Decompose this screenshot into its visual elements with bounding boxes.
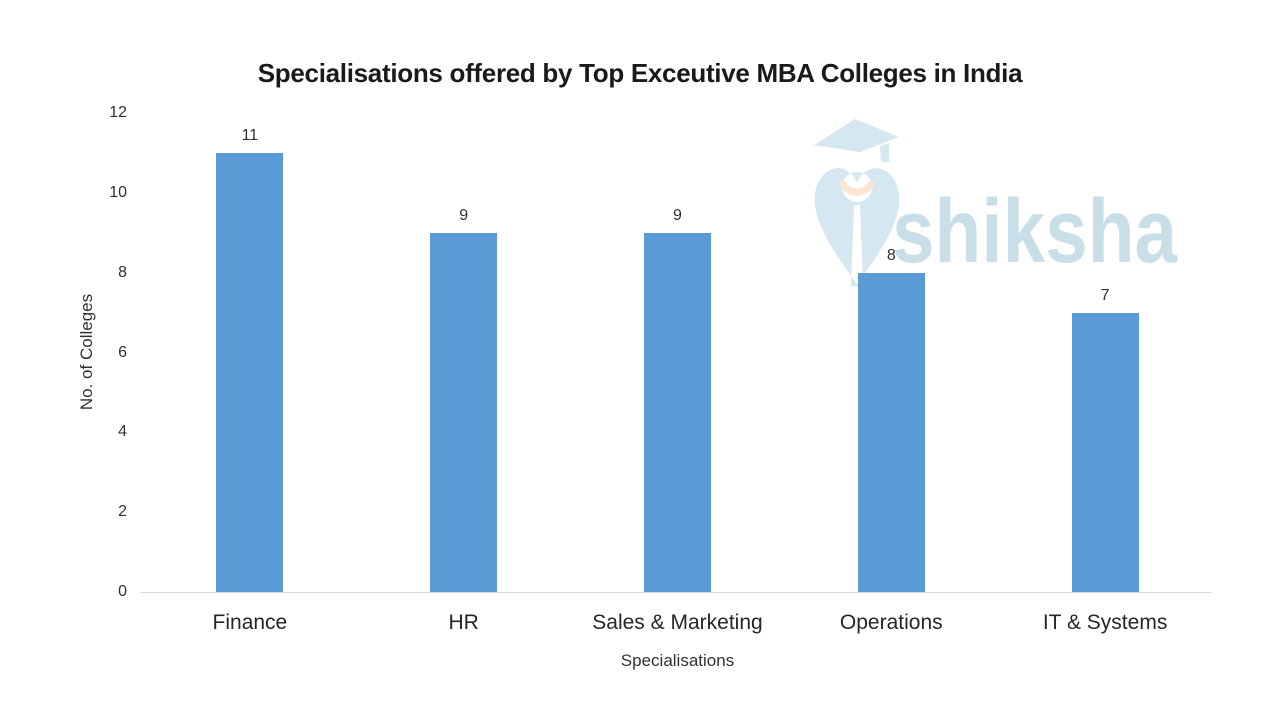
graduation-cap-icon bbox=[814, 119, 899, 162]
y-tick-label: 0 bbox=[118, 583, 127, 600]
chart-title: Specialisations offered by Top Exceutive… bbox=[257, 58, 1023, 88]
x-category-label-operations: Operations bbox=[839, 611, 943, 634]
y-tick-label: 10 bbox=[109, 183, 127, 201]
bar-finance bbox=[216, 152, 284, 592]
bar-operations bbox=[857, 272, 925, 592]
watermark-text: shiksha bbox=[892, 182, 1178, 282]
bar-value-label: 9 bbox=[459, 206, 469, 224]
y-tick-label: 12 bbox=[109, 104, 127, 121]
bar-hr bbox=[430, 232, 498, 592]
x-axis-title: Specialisations bbox=[620, 651, 735, 670]
bar-value-label: 11 bbox=[241, 126, 259, 144]
y-tick-label: 8 bbox=[118, 263, 127, 281]
x-category-label-hr: HR bbox=[448, 611, 479, 634]
pen-nib-icon bbox=[814, 168, 900, 286]
x-category-label-it-systems: IT & Systems bbox=[1042, 611, 1168, 634]
bar-value-label: 9 bbox=[673, 206, 682, 224]
y-tick-label: 4 bbox=[118, 423, 127, 441]
x-category-label-sales-marketing: Sales & Marketing bbox=[592, 611, 763, 634]
y-tick-label: 2 bbox=[118, 503, 127, 521]
x-axis-line bbox=[140, 592, 1212, 593]
y-tick-label: 6 bbox=[118, 343, 127, 361]
bar-value-label: 7 bbox=[1100, 286, 1110, 304]
bar-value-label: 8 bbox=[886, 246, 896, 264]
pen-nib-accent-arc bbox=[839, 180, 875, 196]
bar-sales-marketing bbox=[644, 232, 711, 592]
shiksha-watermark: shiksha bbox=[814, 119, 1178, 286]
bar-it-systems bbox=[1071, 312, 1139, 592]
x-category-label-finance: Finance bbox=[212, 611, 288, 634]
